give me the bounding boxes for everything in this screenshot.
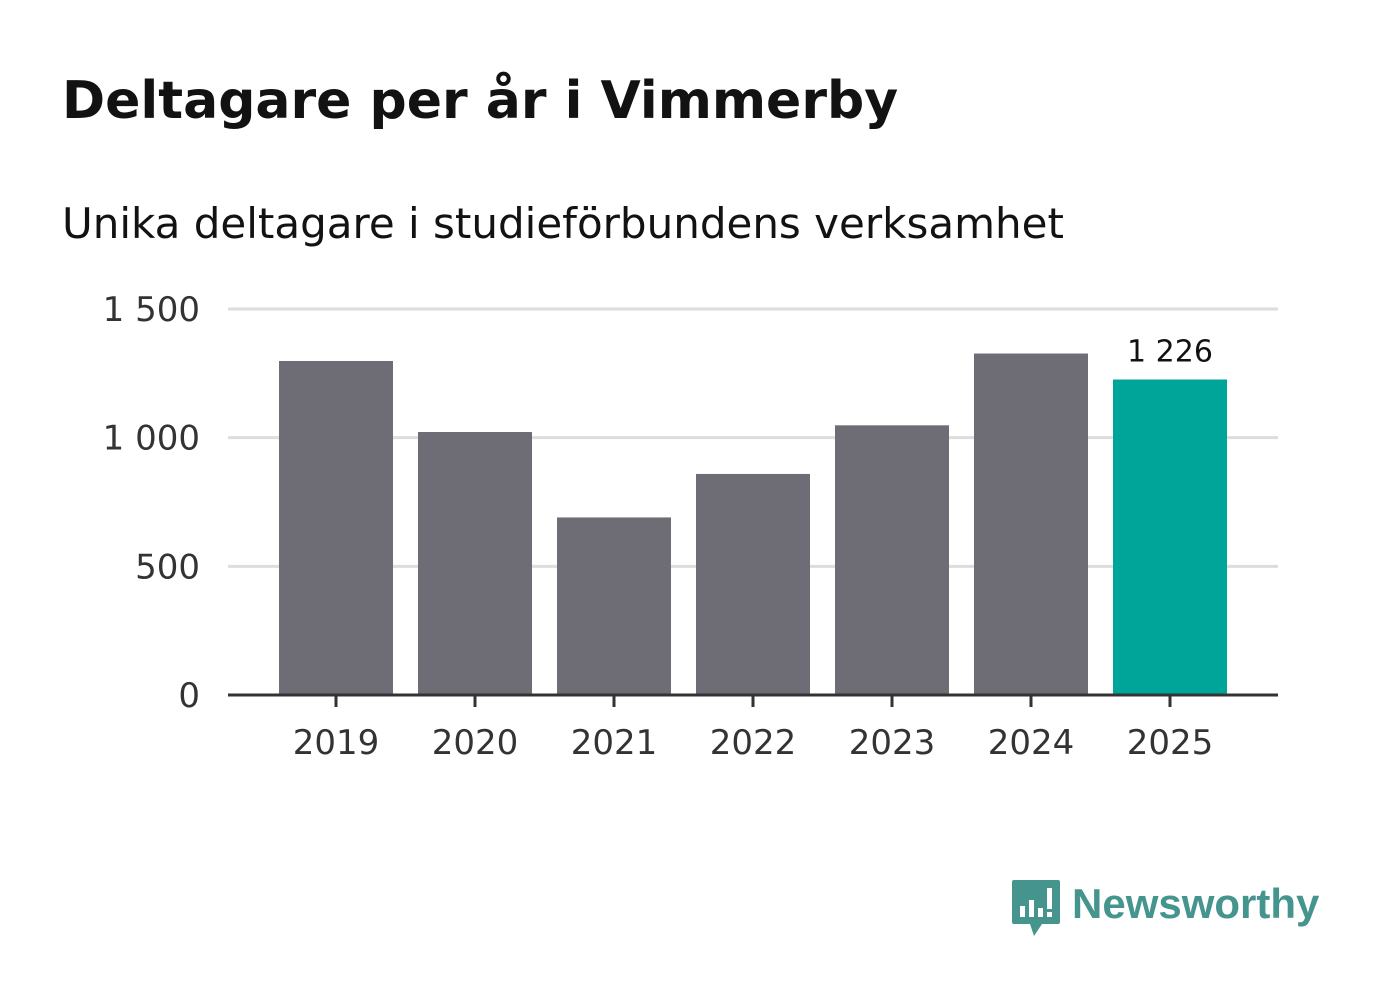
bar-2019 [279,360,393,695]
newsworthy-logo: Newsworthy [1010,878,1319,942]
y-tick-label-500: 500 [135,547,200,587]
bar-2025 [1113,379,1227,695]
chart-title: Deltagare per år i Vimmerby [62,71,899,131]
x-tick-label-2020: 2020 [432,723,519,763]
bar-2021 [557,517,671,695]
x-tick-label-2025: 2025 [1127,723,1214,763]
x-tick-label-2023: 2023 [849,723,936,763]
y-tick-label-0: 0 [178,676,200,716]
x-tick-label-2021: 2021 [571,723,658,763]
data-label-2025: 1 226 [1127,335,1213,370]
brand-name: Newsworthy [1072,880,1320,927]
y-tick-label-1000: 1 000 [103,419,200,459]
bar-2024 [974,353,1088,695]
bar-2022 [696,473,810,695]
newsworthy-logo-icon [1012,880,1060,936]
y-tick-label-1500: 1 500 [103,290,200,330]
x-tick-label-2024: 2024 [988,723,1075,763]
bar-2023 [835,425,949,695]
x-tick-label-2022: 2022 [710,723,797,763]
bar-2020 [418,432,532,695]
chart-subtitle: Unika deltagare i studieförbundens verks… [62,199,1064,248]
x-tick-label-2019: 2019 [293,723,380,763]
